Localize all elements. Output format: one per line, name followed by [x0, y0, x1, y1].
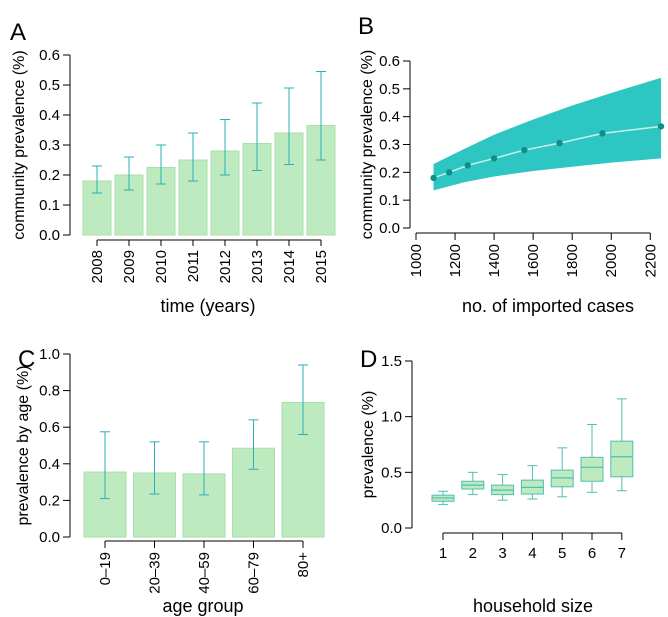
x-tick-label: 20–39	[147, 552, 164, 594]
x-tick-label: 1400	[486, 244, 503, 277]
y-axis-title: prevalence by age (%)	[15, 365, 32, 525]
y-tick-label: 0.0	[379, 220, 400, 237]
panel-letter-c: C	[18, 346, 35, 373]
x-tick-label: 60–79	[246, 552, 263, 594]
x-tick-label: 4	[528, 545, 536, 562]
panel-a-plot: 0.0 0.1 0.2 0.3 0.4 0.5 0.6 community prevalenc…	[11, 47, 336, 316]
y-tick-label: 0.1	[379, 192, 400, 209]
y-tick-label: 0.5	[381, 464, 402, 481]
x-tick-label: 1600	[525, 244, 542, 277]
x-tick-label: 6	[588, 545, 596, 562]
panel-d-plot: 0.0 0.5 1.0 1.5 prevalence (%) 1 2 3 4 5 6 7 househo…	[360, 353, 634, 616]
x-tick-label: 5	[558, 545, 566, 562]
bar	[146, 167, 176, 236]
x-tick-label: 2009	[121, 250, 138, 283]
data-point	[464, 162, 471, 169]
y-tick-label: 0.4	[39, 107, 60, 124]
x-axis-title: no. of imported cases	[462, 296, 634, 316]
data-point	[556, 139, 563, 147]
y-tick-label: 0.3	[39, 137, 60, 154]
confidence-band	[433, 77, 662, 191]
y-tick-label: 1.0	[39, 346, 60, 363]
x-axis-title: household size	[473, 596, 593, 616]
y-tick-label: 0.0	[39, 227, 60, 244]
box	[610, 440, 634, 478]
data-point	[599, 130, 606, 137]
data-point	[490, 155, 498, 162]
x-tick-label: 2008	[89, 250, 106, 283]
x-tick-label: 2011	[185, 250, 202, 282]
y-tick-label: 0.0	[39, 529, 60, 546]
panel-c-plot: 0.0 0.2 0.4 0.6 0.8 1.0 prevalence by age (%) 0…	[15, 346, 325, 616]
panel-d: D 0.0 0.5 1.0 1.5 prevalence (%) 1 2 3 4 5 6 7 house…	[360, 346, 634, 616]
x-tick-label: 1	[439, 545, 447, 562]
x-tick-label: 1000	[408, 244, 425, 277]
y-tick-label: 0.4	[379, 109, 400, 126]
x-tick-label: 1800	[564, 244, 581, 277]
y-tick-label: 0.2	[379, 164, 400, 181]
y-tick-label: 0.3	[379, 137, 400, 154]
y-axis-title: community prevalence (%)	[359, 50, 376, 239]
y-tick-label: 0.5	[379, 81, 400, 98]
panel-c: C 0.0 0.2 0.4 0.6 0.8 1.0 prevalence by age (%…	[15, 346, 325, 616]
y-tick-label: 0.1	[39, 197, 60, 214]
panel-a: A 0.0 0.1 0.2 0.3 0.4 0.5 0.6 community prevale…	[10, 19, 336, 316]
x-tick-label: 2012	[217, 250, 234, 283]
y-tick-label: 0.8	[39, 383, 60, 400]
data-point	[430, 174, 437, 182]
y-tick-label: 1.5	[381, 353, 402, 370]
y-tick-label: 0.6	[379, 53, 400, 70]
x-axis-title: age group	[162, 596, 243, 616]
panel-letter-a: A	[10, 19, 26, 46]
bar	[178, 159, 208, 236]
y-tick-label: 1.0	[381, 409, 402, 426]
y-tick-label: 0.4	[39, 456, 60, 473]
x-tick-label: 2	[469, 545, 477, 562]
x-tick-label: 3	[498, 545, 506, 562]
data-point	[521, 146, 528, 154]
box	[580, 456, 604, 482]
x-tick-label: 2015	[313, 250, 330, 283]
x-tick-label: 7	[618, 545, 626, 562]
x-tick-label: 80+	[295, 552, 312, 578]
x-tick-label: 1200	[447, 244, 464, 277]
x-axis-title: time (years)	[160, 296, 255, 316]
y-tick-label: 0.5	[39, 77, 60, 94]
y-tick-label: 0.6	[39, 419, 60, 436]
panel-letter-d: D	[360, 346, 377, 373]
series-line	[433, 125, 662, 179]
panel-letter-b: B	[358, 13, 374, 40]
x-tick-label: 2000	[603, 244, 620, 277]
x-tick-label: 40–59	[196, 552, 213, 594]
y-tick-label: 0.2	[39, 167, 60, 184]
y-tick-label: 0.6	[39, 47, 60, 64]
y-axis-title: community prevalence (%)	[11, 50, 28, 239]
x-tick-label: 2010	[153, 250, 170, 283]
x-tick-label: 2200	[642, 244, 659, 277]
x-tick-label: 2013	[249, 250, 266, 283]
y-axis-title: prevalence (%)	[360, 391, 377, 499]
y-tick-label: 0.0	[381, 520, 402, 537]
data-point	[657, 123, 665, 130]
x-tick-label: 0–19	[97, 552, 114, 585]
data-point	[445, 169, 453, 176]
x-tick-label: 2014	[281, 250, 298, 283]
y-tick-label: 0.2	[39, 492, 60, 509]
